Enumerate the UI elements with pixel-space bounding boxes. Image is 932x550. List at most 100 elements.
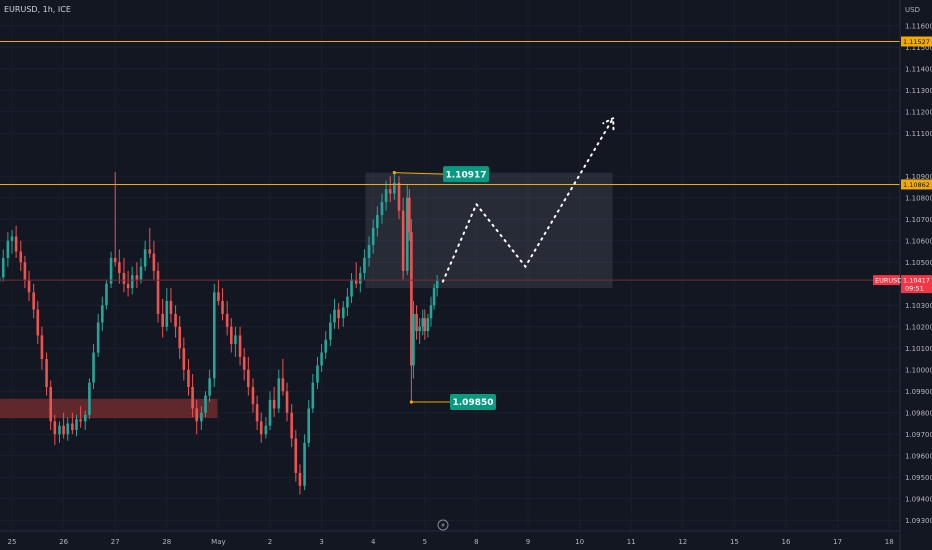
candle-body[interactable] bbox=[410, 232, 413, 366]
candle-body[interactable] bbox=[126, 283, 130, 289]
candle-body[interactable] bbox=[311, 382, 315, 409]
candle-body[interactable] bbox=[251, 386, 255, 405]
candle-body[interactable] bbox=[421, 318, 425, 327]
candle-body[interactable] bbox=[272, 399, 276, 409]
candle-body[interactable] bbox=[75, 419, 78, 430]
candle-body[interactable] bbox=[255, 404, 259, 422]
candle-body[interactable] bbox=[71, 423, 74, 430]
candle-body[interactable] bbox=[49, 386, 52, 422]
candle-body[interactable] bbox=[148, 249, 152, 254]
candle-body[interactable] bbox=[303, 442, 306, 486]
candle-body[interactable] bbox=[6, 240, 10, 258]
candle-body[interactable] bbox=[408, 197, 411, 233]
candle-body[interactable] bbox=[432, 288, 436, 306]
candle-body[interactable] bbox=[324, 339, 328, 353]
candle-body[interactable] bbox=[135, 275, 139, 280]
lightning-icon[interactable] bbox=[437, 519, 449, 531]
candle-body[interactable] bbox=[156, 270, 160, 314]
candle-body[interactable] bbox=[40, 335, 44, 360]
candle-body[interactable] bbox=[139, 266, 143, 280]
candle-body[interactable] bbox=[169, 300, 173, 314]
candle-body[interactable] bbox=[191, 386, 194, 409]
candle-body[interactable] bbox=[195, 408, 199, 422]
candle-body[interactable] bbox=[259, 421, 263, 435]
candle-body[interactable] bbox=[118, 262, 121, 274]
candle-body[interactable] bbox=[412, 313, 415, 366]
candle-body[interactable] bbox=[426, 318, 430, 332]
candle-body[interactable] bbox=[320, 352, 323, 366]
candle-body[interactable] bbox=[109, 257, 113, 284]
candle-body[interactable] bbox=[268, 399, 272, 426]
candle-body[interactable] bbox=[143, 249, 147, 267]
candle-body[interactable] bbox=[333, 309, 336, 323]
candle-body[interactable] bbox=[161, 313, 164, 327]
candle-body[interactable] bbox=[83, 414, 87, 422]
candle-body[interactable] bbox=[208, 378, 211, 396]
candle-body[interactable] bbox=[10, 236, 14, 241]
candle-body[interactable] bbox=[79, 419, 82, 422]
candle-body[interactable] bbox=[405, 197, 409, 271]
candle-body[interactable] bbox=[298, 472, 302, 486]
candle-body[interactable] bbox=[58, 425, 61, 435]
candle-body[interactable] bbox=[329, 322, 332, 340]
candle-body[interactable] bbox=[415, 313, 418, 332]
candle-body[interactable] bbox=[290, 412, 293, 439]
price-axis[interactable]: 1.11600 1.11500 1.11400 1.11300 1.11200 1.111… bbox=[905, 22, 932, 524]
candle-body[interactable] bbox=[165, 300, 169, 327]
candle-body[interactable] bbox=[174, 313, 177, 327]
candle-body[interactable] bbox=[66, 423, 70, 435]
candle-body[interactable] bbox=[62, 425, 65, 435]
candle-body[interactable] bbox=[92, 352, 95, 383]
candle-body[interactable] bbox=[380, 202, 384, 215]
candle-body[interactable] bbox=[234, 335, 237, 344]
candle-body[interactable] bbox=[307, 408, 310, 443]
candle-body[interactable] bbox=[337, 309, 340, 319]
candle-body[interactable] bbox=[376, 214, 379, 228]
candles-layer[interactable] bbox=[0, 171, 439, 495]
candle-body[interactable] bbox=[27, 279, 31, 293]
candle-body[interactable] bbox=[122, 273, 126, 284]
candle-body[interactable] bbox=[152, 253, 156, 271]
candle-body[interactable] bbox=[350, 279, 353, 297]
candle-body[interactable] bbox=[200, 412, 203, 422]
candle-body[interactable] bbox=[294, 438, 298, 473]
candle-body[interactable] bbox=[393, 182, 396, 194]
candle-body[interactable] bbox=[341, 307, 345, 319]
candle-body[interactable] bbox=[346, 296, 349, 308]
candle-body[interactable] bbox=[429, 305, 433, 319]
candle-body[interactable] bbox=[367, 245, 371, 258]
candle-body[interactable] bbox=[1, 257, 5, 278]
candle-body[interactable] bbox=[225, 313, 229, 327]
candle-body[interactable] bbox=[316, 365, 319, 383]
candle-body[interactable] bbox=[182, 348, 186, 370]
candle-body[interactable] bbox=[19, 251, 23, 263]
candle-body[interactable] bbox=[354, 279, 358, 284]
candle-body[interactable] bbox=[217, 292, 220, 301]
candle-body[interactable] bbox=[53, 421, 57, 435]
candle-body[interactable] bbox=[36, 309, 40, 336]
candle-body[interactable] bbox=[178, 326, 181, 349]
candle-body[interactable] bbox=[371, 227, 375, 246]
time-axis[interactable]: 25 26 27 28 May 2 3 4 5 8 9 10 11 12 15 16 17 18 bbox=[8, 538, 894, 546]
candle-body[interactable] bbox=[388, 189, 392, 194]
candle-body[interactable] bbox=[435, 280, 439, 289]
candle-body[interactable] bbox=[277, 378, 281, 409]
candle-body[interactable] bbox=[281, 378, 285, 392]
candle-body[interactable] bbox=[423, 318, 427, 332]
candle-body[interactable] bbox=[359, 273, 362, 284]
candle-body[interactable] bbox=[32, 292, 35, 310]
candle-body[interactable] bbox=[105, 283, 108, 306]
candle-body[interactable] bbox=[418, 326, 421, 332]
candle-body[interactable] bbox=[187, 369, 190, 387]
candle-body[interactable] bbox=[14, 236, 18, 252]
candle-body[interactable] bbox=[23, 262, 27, 280]
candle-body[interactable] bbox=[101, 305, 104, 323]
candle-body[interactable] bbox=[88, 382, 91, 415]
candle-body[interactable] bbox=[384, 189, 388, 203]
candle-body[interactable] bbox=[242, 356, 246, 370]
candle-body[interactable] bbox=[221, 300, 224, 314]
candle-body[interactable] bbox=[264, 425, 268, 435]
candle-body[interactable] bbox=[285, 391, 289, 413]
candle-body[interactable] bbox=[247, 369, 250, 387]
